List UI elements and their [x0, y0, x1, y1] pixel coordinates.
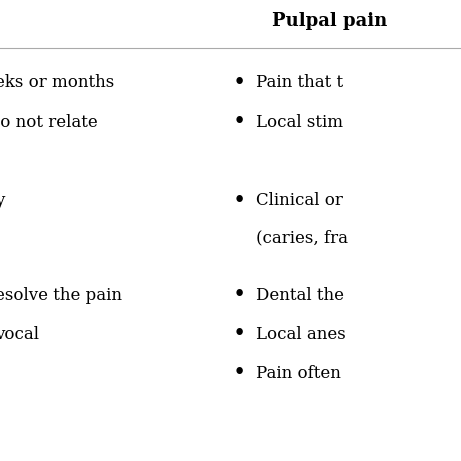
- Text: Dental the: Dental the: [256, 287, 344, 303]
- Text: esolve the pain: esolve the pain: [0, 287, 122, 303]
- Text: •: •: [233, 111, 246, 133]
- Text: •: •: [233, 362, 246, 384]
- Text: eks or months: eks or months: [0, 75, 115, 91]
- Text: (caries, fra: (caries, fra: [256, 229, 348, 246]
- Text: Local stim: Local stim: [256, 114, 343, 130]
- Text: •: •: [233, 189, 246, 212]
- Text: Pain often: Pain often: [256, 365, 341, 382]
- Text: Local anes: Local anes: [256, 326, 346, 343]
- Text: Clinical or: Clinical or: [256, 192, 343, 209]
- Text: y: y: [0, 192, 5, 209]
- Text: Pain that t: Pain that t: [256, 75, 343, 91]
- Text: vocal: vocal: [0, 326, 39, 343]
- Text: •: •: [233, 284, 246, 306]
- Text: lo not relate: lo not relate: [0, 114, 98, 130]
- Text: •: •: [233, 72, 246, 94]
- Text: •: •: [233, 323, 246, 345]
- Text: Pulpal pain: Pulpal pain: [272, 12, 387, 30]
